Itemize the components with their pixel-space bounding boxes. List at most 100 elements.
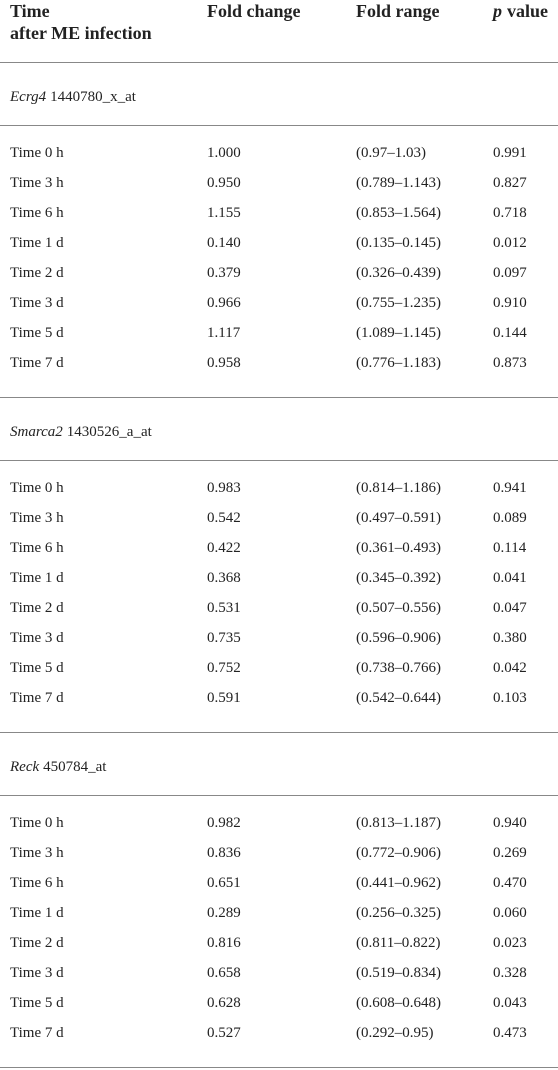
table-cell: Time 7 d [10, 355, 64, 371]
table-cell: 0.735 [207, 630, 241, 646]
table-cell: (0.813–1.187) [356, 815, 441, 831]
probe-id: 450784_at [43, 759, 107, 775]
header-time: Time [10, 1, 50, 21]
table-cell: Time 1 d [10, 235, 64, 251]
table-cell: 0.060 [493, 905, 527, 921]
table-cell: 0.089 [493, 510, 527, 526]
table-cell: (0.776–1.183) [356, 355, 441, 371]
table-cell: 0.958 [207, 355, 241, 371]
p-symbol: p [493, 1, 502, 21]
table-cell: 0.991 [493, 145, 527, 161]
gene-name: Smarca2 [10, 424, 63, 440]
table-cell: 0.473 [493, 1025, 527, 1041]
table-cell: (0.507–0.556) [356, 600, 441, 616]
header-fold-range: Fold range [356, 1, 440, 21]
table-cell: Time 3 h [10, 510, 64, 526]
table-cell: 0.940 [493, 815, 527, 831]
table-cell: (0.326–0.439) [356, 265, 441, 281]
table-cell: Time 0 h [10, 815, 64, 831]
table-cell: (0.542–0.644) [356, 690, 441, 706]
table-cell: Time 5 d [10, 995, 64, 1011]
table-cell: 0.422 [207, 540, 241, 556]
table-cell: Time 1 d [10, 905, 64, 921]
table-cell: Time 5 d [10, 325, 64, 341]
p-text: value [507, 1, 549, 21]
rule [0, 732, 558, 733]
table-cell: 0.628 [207, 995, 241, 1011]
table-cell: (0.345–0.392) [356, 570, 441, 586]
table-cell: Time 3 d [10, 965, 64, 981]
table-cell: (0.441–0.962) [356, 875, 441, 891]
header-time: after ME infection [10, 23, 152, 43]
table-cell: 0.144 [493, 325, 527, 341]
table-cell: 0.658 [207, 965, 241, 981]
table-cell: Time 5 d [10, 660, 64, 676]
table-cell: (0.853–1.564) [356, 205, 441, 221]
table-cell: 0.542 [207, 510, 241, 526]
table-cell: (0.596–0.906) [356, 630, 441, 646]
table-cell: 0.941 [493, 480, 527, 496]
table-cell: 0.043 [493, 995, 527, 1011]
table-cell: Time 0 h [10, 145, 64, 161]
table-cell: (0.292–0.95) [356, 1025, 434, 1041]
gene-name: Ecrg4 [10, 89, 47, 105]
table-cell: (0.789–1.143) [356, 175, 441, 191]
table-cell: (0.811–0.822) [356, 935, 441, 951]
table-cell: Time 2 d [10, 265, 64, 281]
table-cell: 0.368 [207, 570, 241, 586]
table-cell: 0.042 [493, 660, 527, 676]
table-cell: 0.379 [207, 265, 241, 281]
table-cell: (0.361–0.493) [356, 540, 441, 556]
table-cell: (0.772–0.906) [356, 845, 441, 861]
table-cell: Time 3 h [10, 175, 64, 191]
table-cell: 0.470 [493, 875, 527, 891]
table-cell: 0.651 [207, 875, 241, 891]
table-cell: 0.328 [493, 965, 527, 981]
table-cell: Time 6 h [10, 205, 64, 221]
table-cell: (0.97–1.03) [356, 145, 426, 161]
table-cell: 0.873 [493, 355, 527, 371]
table-cell: 0.269 [493, 845, 527, 861]
table-cell: Time 3 h [10, 845, 64, 861]
table-cell: 0.966 [207, 295, 241, 311]
gene-name: Reck [10, 759, 40, 775]
table-cell: 0.023 [493, 935, 527, 951]
header-fold-change: Fold change [207, 1, 301, 21]
rule [0, 460, 558, 461]
table-cell: 0.836 [207, 845, 241, 861]
table-cell: 0.140 [207, 235, 241, 251]
table-cell: (0.135–0.145) [356, 235, 441, 251]
table-cell: 1.155 [207, 205, 241, 221]
header-p-value: p value [493, 0, 548, 22]
probe-id: 1440780_x_at [50, 89, 136, 105]
table-cell: Time 3 d [10, 295, 64, 311]
table-cell: Time 7 d [10, 690, 64, 706]
rule [0, 125, 558, 126]
table-cell: Time 6 h [10, 875, 64, 891]
table-cell: 0.983 [207, 480, 241, 496]
table-cell: 0.718 [493, 205, 527, 221]
table-cell: (0.814–1.186) [356, 480, 441, 496]
table-cell: 0.816 [207, 935, 241, 951]
table-cell: Time 2 d [10, 935, 64, 951]
table-cell: 0.910 [493, 295, 527, 311]
table-cell: (1.089–1.145) [356, 325, 441, 341]
table-cell: Time 7 d [10, 1025, 64, 1041]
table-cell: Time 2 d [10, 600, 64, 616]
group-title: Reck 450784_at [10, 758, 106, 776]
group-title: Smarca2 1430526_a_at [10, 423, 152, 441]
table-cell: 0.950 [207, 175, 241, 191]
table-cell: 0.827 [493, 175, 527, 191]
table-cell: 0.289 [207, 905, 241, 921]
table-cell: 1.000 [207, 145, 241, 161]
table-cell: Time 3 d [10, 630, 64, 646]
table-cell: Time 0 h [10, 480, 64, 496]
rule [0, 62, 558, 63]
table-cell: 0.531 [207, 600, 241, 616]
probe-id: 1430526_a_at [66, 424, 152, 440]
table-cell: 0.591 [207, 690, 241, 706]
table-cell: 0.527 [207, 1025, 241, 1041]
table-cell: 0.097 [493, 265, 527, 281]
table-cell: (0.755–1.235) [356, 295, 441, 311]
table-cell: 0.380 [493, 630, 527, 646]
